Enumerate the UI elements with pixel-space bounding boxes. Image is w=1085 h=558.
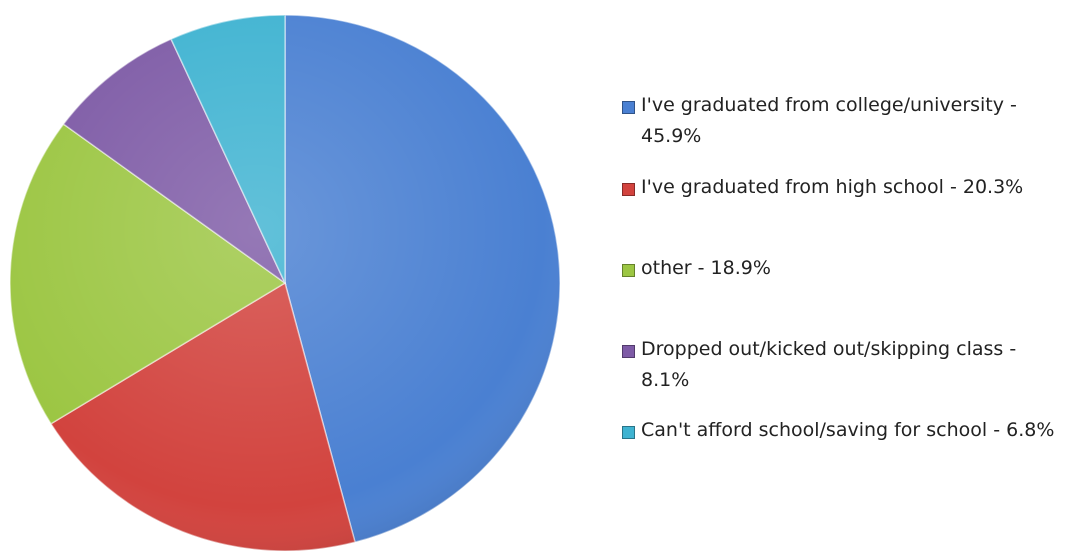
legend-label: I've graduated from high school - 20.3%	[641, 176, 1024, 198]
legend-entry: Dropped out/kicked out/skipping class - …	[622, 338, 1066, 396]
legend: I've graduated from college/university -…	[622, 0, 1085, 558]
chart	[9, 14, 561, 552]
legend-label: Dropped out/kicked out/skipping class - …	[641, 338, 1017, 391]
legend-label: I've graduated from college/university -…	[641, 94, 1017, 147]
legend-label: other - 18.9%	[641, 257, 771, 279]
legend-swatch	[622, 345, 635, 358]
legend-entry: other - 18.9%	[622, 257, 1066, 284]
legend-entry: I've graduated from high school - 20.3%	[622, 176, 1066, 203]
legend-entry: I've graduated from college/university -…	[622, 94, 1066, 152]
legend-entry: Can't afford school/saving for school - …	[622, 419, 1066, 446]
legend-swatch	[622, 264, 635, 277]
legend-swatch	[622, 183, 635, 196]
legend-label: Can't afford school/saving for school - …	[641, 419, 1055, 441]
legend-swatch	[622, 101, 635, 114]
legend-swatch	[622, 426, 635, 439]
